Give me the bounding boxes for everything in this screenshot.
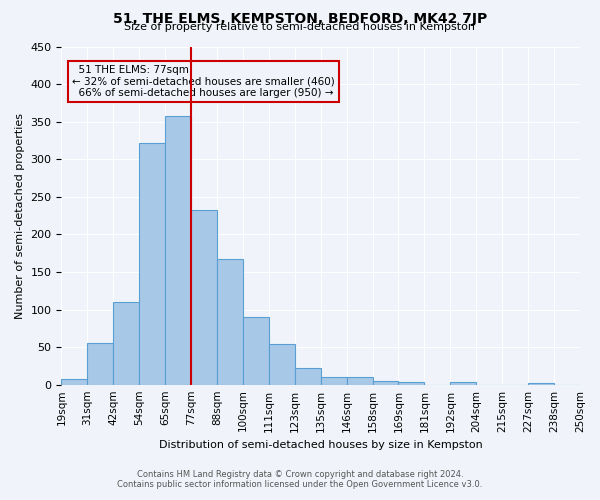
X-axis label: Distribution of semi-detached houses by size in Kempston: Distribution of semi-detached houses by …	[159, 440, 482, 450]
Bar	[191, 210, 217, 384]
Bar	[88, 342, 113, 384]
Bar	[243, 317, 269, 384]
Bar	[165, 116, 191, 384]
Bar	[295, 368, 321, 384]
Bar	[217, 259, 243, 384]
Bar	[528, 383, 554, 384]
Bar	[451, 382, 476, 384]
Text: 51 THE ELMS: 77sqm
← 32% of semi-detached houses are smaller (460)
  66% of semi: 51 THE ELMS: 77sqm ← 32% of semi-detache…	[72, 65, 335, 98]
Bar	[113, 302, 139, 384]
Bar	[269, 344, 295, 385]
Bar	[139, 142, 165, 384]
Bar	[321, 377, 347, 384]
Bar	[61, 378, 88, 384]
Y-axis label: Number of semi-detached properties: Number of semi-detached properties	[15, 112, 25, 318]
Text: Contains HM Land Registry data © Crown copyright and database right 2024.
Contai: Contains HM Land Registry data © Crown c…	[118, 470, 482, 489]
Bar	[347, 377, 373, 384]
Bar	[398, 382, 424, 384]
Text: 51, THE ELMS, KEMPSTON, BEDFORD, MK42 7JP: 51, THE ELMS, KEMPSTON, BEDFORD, MK42 7J…	[113, 12, 487, 26]
Text: Size of property relative to semi-detached houses in Kempston: Size of property relative to semi-detach…	[125, 22, 476, 32]
Bar	[373, 381, 398, 384]
